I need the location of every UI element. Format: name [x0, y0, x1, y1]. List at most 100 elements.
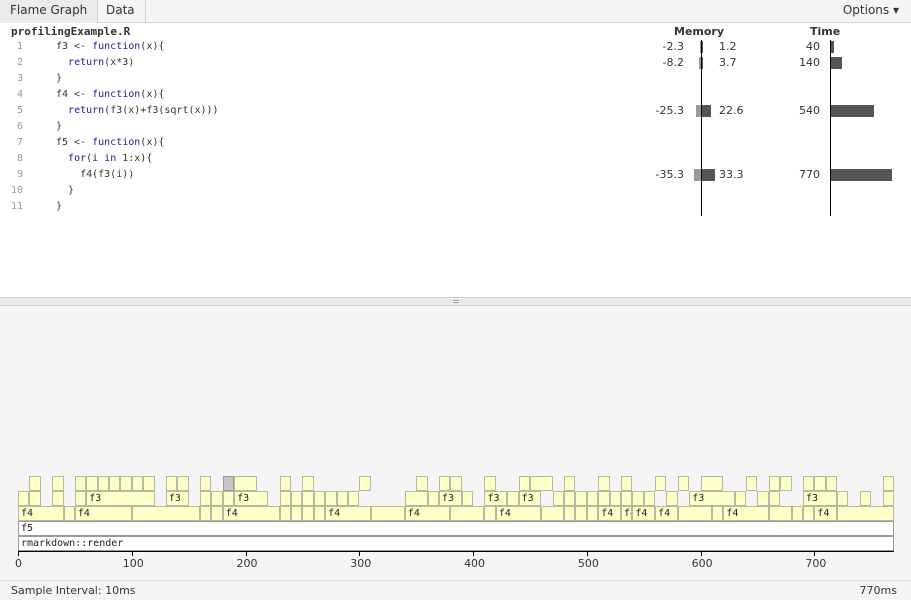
frame-leaf[interactable]	[52, 476, 64, 491]
frame-f4[interactable]	[450, 506, 485, 521]
frame-f3[interactable]	[666, 491, 678, 506]
frame-f4[interactable]	[711, 506, 724, 521]
frame-f3[interactable]	[564, 491, 576, 506]
frame-leaf[interactable]	[882, 476, 894, 491]
frame-f3[interactable]	[18, 491, 30, 506]
frame-leaf[interactable]	[700, 476, 724, 491]
frame-f3[interactable]	[211, 491, 223, 506]
frame-f3[interactable]: f3	[802, 491, 838, 506]
frame-f4[interactable]: f4	[74, 506, 132, 521]
frame-f4[interactable]: f4	[655, 506, 678, 521]
frame-f4[interactable]: f4	[325, 506, 371, 521]
frame-f3[interactable]	[404, 491, 428, 506]
frame-f3[interactable]	[837, 491, 849, 506]
frame-f3[interactable]	[859, 491, 872, 506]
frame-leaf[interactable]	[620, 476, 633, 491]
frame-leaf[interactable]	[359, 476, 371, 491]
frame-f4[interactable]	[791, 506, 803, 521]
frame-f3[interactable]: f3	[86, 491, 155, 506]
frame-f3[interactable]	[325, 491, 337, 506]
frame-f5[interactable]: f5	[18, 521, 894, 536]
frame-f4[interactable]	[586, 506, 599, 521]
frame-f3[interactable]	[336, 491, 348, 506]
frame-leaf[interactable]	[143, 476, 155, 491]
frame-leaf[interactable]	[120, 476, 132, 491]
frame-leaf[interactable]	[29, 476, 41, 491]
frame-f4[interactable]: f4	[598, 506, 621, 521]
frame-f3[interactable]	[200, 491, 212, 506]
frame-leaf[interactable]	[768, 476, 781, 491]
frame-f4[interactable]	[302, 506, 314, 521]
splitter-grip-icon[interactable]	[453, 300, 459, 303]
frame-f3[interactable]	[461, 491, 474, 506]
frame-leaf[interactable]	[814, 476, 826, 491]
tab-flame-graph[interactable]: Flame Graph	[0, 0, 99, 23]
frame-leaf[interactable]	[234, 476, 257, 491]
frame-leaf[interactable]	[655, 476, 667, 491]
frame-leaf[interactable]	[165, 476, 178, 491]
frame-f3[interactable]	[302, 491, 314, 506]
options-menu-button[interactable]: Options ▾	[842, 3, 899, 17]
frame-f3[interactable]	[313, 491, 326, 506]
frame-f3[interactable]	[586, 491, 599, 506]
frame-f4[interactable]: f4	[222, 506, 280, 521]
frame-f4[interactable]	[313, 506, 326, 521]
frame-f3[interactable]	[291, 491, 303, 506]
frame-f3[interactable]	[620, 491, 633, 506]
frame-f3[interactable]: f3	[518, 491, 542, 506]
frame-selected[interactable]	[222, 476, 235, 491]
frame-leaf[interactable]	[450, 476, 462, 491]
frame-f4[interactable]: f4	[814, 506, 838, 521]
frame-leaf[interactable]	[598, 476, 610, 491]
frame-f3[interactable]	[29, 491, 41, 506]
frame-f3[interactable]	[222, 491, 235, 506]
frame-f4[interactable]	[291, 506, 303, 521]
frame-f3[interactable]: f3	[438, 491, 462, 506]
frame-f4[interactable]	[768, 506, 792, 521]
frame-f3[interactable]: f3	[689, 491, 735, 506]
frame-leaf[interactable]	[438, 476, 451, 491]
frame-f4[interactable]: f4	[632, 506, 656, 521]
frame-leaf[interactable]	[529, 476, 553, 491]
frame-f3[interactable]	[427, 491, 439, 506]
frame-f3[interactable]	[882, 491, 894, 506]
frame-f4[interactable]	[575, 506, 587, 521]
frame-f4[interactable]	[200, 506, 212, 521]
frame-f4[interactable]	[63, 506, 75, 521]
frame-leaf[interactable]	[484, 476, 496, 491]
frame-f4[interactable]: f4	[620, 506, 633, 521]
frame-f3[interactable]	[347, 491, 360, 506]
frame-f3[interactable]	[768, 491, 781, 506]
frame-f4[interactable]	[279, 506, 292, 521]
frame-f3[interactable]: f3	[484, 491, 508, 506]
frame-f3[interactable]	[575, 491, 587, 506]
frame-f3[interactable]	[52, 491, 64, 506]
frame-leaf[interactable]	[279, 476, 292, 491]
frame-f4[interactable]	[131, 506, 201, 521]
frame-f4[interactable]	[677, 506, 712, 521]
frame-leaf[interactable]	[86, 476, 98, 491]
frame-leaf[interactable]	[746, 476, 758, 491]
frame-f4[interactable]: f4	[495, 506, 542, 521]
frame-f3[interactable]	[632, 491, 644, 506]
frame-f3[interactable]	[507, 491, 519, 506]
frame-leaf[interactable]	[200, 476, 212, 491]
frame-f3[interactable]	[643, 491, 656, 506]
tab-data[interactable]: Data	[96, 0, 146, 23]
frame-f4[interactable]	[370, 506, 405, 521]
frame-f3[interactable]	[609, 491, 621, 506]
frame-leaf[interactable]	[74, 476, 87, 491]
frame-f3[interactable]: f3	[234, 491, 269, 506]
frame-leaf[interactable]	[109, 476, 121, 491]
frame-f4[interactable]: f4	[723, 506, 769, 521]
frame-leaf[interactable]	[677, 476, 690, 491]
frame-leaf[interactable]	[825, 476, 838, 491]
frame-f4[interactable]	[564, 506, 576, 521]
frame-f3[interactable]	[757, 491, 769, 506]
frame-leaf[interactable]	[780, 476, 792, 491]
frame-f3[interactable]	[734, 491, 747, 506]
frame-f4[interactable]	[484, 506, 496, 521]
frame-leaf[interactable]	[131, 476, 144, 491]
frame-f4[interactable]	[802, 506, 815, 521]
frame-leaf[interactable]	[177, 476, 189, 491]
